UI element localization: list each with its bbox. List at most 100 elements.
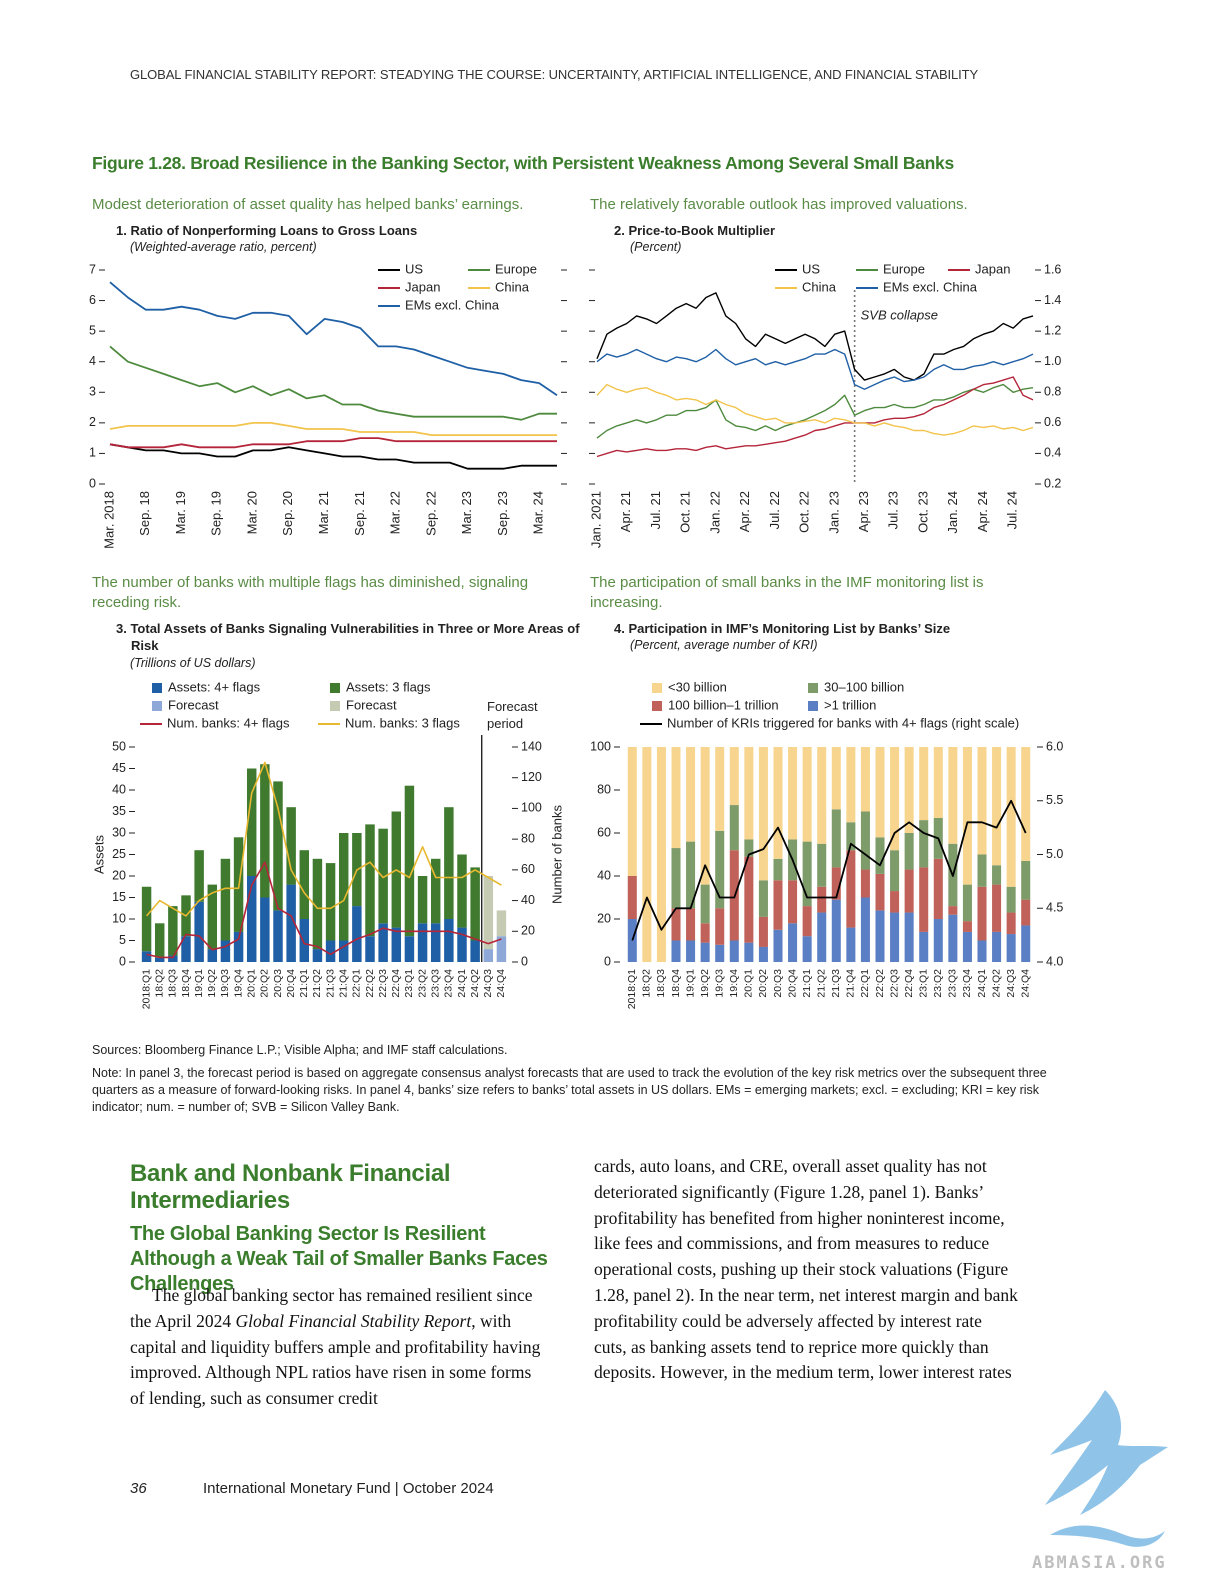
x-tick-label: Oct. 22 bbox=[797, 491, 812, 533]
bar bbox=[948, 747, 958, 844]
x-tick-label: Apr. 21 bbox=[618, 491, 633, 532]
x-tick-label: 22:Q4 bbox=[903, 969, 915, 998]
y-tick-label: 40 bbox=[112, 782, 126, 796]
x-tick-label: 2018:Q1 bbox=[140, 969, 152, 1009]
line-series bbox=[596, 348, 1034, 390]
bar bbox=[642, 747, 652, 962]
y-tick-label: 20 bbox=[112, 868, 126, 882]
y2-tick-label: 20 bbox=[521, 924, 535, 938]
bar bbox=[457, 927, 467, 962]
x-tick-label: 23:Q2 bbox=[932, 969, 944, 998]
y-tick-label: 100 bbox=[590, 739, 611, 753]
bar bbox=[977, 747, 987, 855]
bar bbox=[325, 863, 336, 941]
bar bbox=[962, 931, 972, 962]
bar bbox=[846, 850, 856, 928]
x-tick-label: 21:Q3 bbox=[324, 969, 336, 998]
bar bbox=[831, 809, 841, 868]
x-tick-label: 18:Q3 bbox=[167, 969, 179, 998]
bar bbox=[686, 940, 696, 962]
y-tick-label: 45 bbox=[112, 761, 126, 775]
panel-title: 3. Total Assets of Banks Signaling Vulne… bbox=[116, 621, 580, 653]
bar bbox=[744, 839, 754, 857]
panel-headline: The relatively favorable outlook has imp… bbox=[590, 196, 968, 213]
bar bbox=[846, 747, 856, 823]
legend-label: Japan bbox=[975, 261, 1010, 276]
bar bbox=[470, 940, 480, 962]
x-tick-label: 20:Q4 bbox=[786, 969, 798, 998]
running-header: GLOBAL FINANCIAL STABILITY REPORT: STEAD… bbox=[130, 67, 979, 82]
bar bbox=[260, 897, 270, 962]
x-tick-label: Mar. 21 bbox=[316, 491, 331, 534]
x-tick-label: 24:Q3 bbox=[1005, 969, 1017, 998]
x-tick-label: 22:Q4 bbox=[390, 969, 402, 998]
x-tick-label: Mar. 22 bbox=[388, 491, 403, 534]
x-tick-label: 22:Q2 bbox=[364, 969, 376, 998]
y2-tick-label: 100 bbox=[521, 801, 542, 815]
legend-label: Forecast bbox=[168, 697, 219, 712]
y-tick-label: 0.8 bbox=[1044, 385, 1061, 399]
x-tick-label: Apr. 22 bbox=[737, 491, 752, 532]
bar bbox=[802, 906, 812, 937]
bar bbox=[260, 764, 270, 898]
bar bbox=[744, 942, 754, 962]
panel-subtitle: (Trillions of US dollars) bbox=[130, 656, 256, 670]
y-tick-label: 10 bbox=[112, 911, 126, 925]
bar bbox=[168, 906, 178, 956]
x-tick-label: Mar. 19 bbox=[173, 491, 188, 534]
bar bbox=[831, 899, 841, 962]
bar bbox=[831, 867, 841, 900]
bar bbox=[933, 747, 943, 818]
legend-label: 30–100 billion bbox=[824, 679, 904, 694]
bar bbox=[141, 886, 152, 952]
y-tick-label: 30 bbox=[112, 825, 126, 839]
legend-swatch bbox=[330, 701, 340, 711]
panel-subtitle: (Weighted-average ratio, percent) bbox=[130, 240, 317, 254]
bar bbox=[875, 910, 885, 962]
legend-label: Forecast bbox=[346, 697, 397, 712]
x-tick-label: Sep. 18 bbox=[137, 491, 152, 536]
bar bbox=[715, 830, 725, 909]
legend-swatch bbox=[152, 683, 162, 693]
bar bbox=[758, 916, 768, 947]
x-tick-label: 24:Q2 bbox=[469, 969, 481, 998]
bar bbox=[904, 747, 914, 833]
bar bbox=[1006, 747, 1016, 887]
line-series bbox=[109, 443, 557, 470]
bar bbox=[860, 869, 870, 898]
bar bbox=[430, 923, 441, 962]
bar bbox=[933, 858, 943, 919]
y-tick-label: 60 bbox=[597, 825, 611, 839]
legend-label: Number of KRIs triggered for banks with … bbox=[667, 715, 1019, 730]
bar bbox=[773, 858, 783, 881]
bar bbox=[788, 747, 798, 840]
legend-label: Assets: 4+ flags bbox=[168, 679, 261, 694]
x-tick-label: 23:Q2 bbox=[416, 969, 428, 998]
bar bbox=[286, 807, 296, 885]
x-tick-label: 20:Q3 bbox=[272, 969, 284, 998]
bar bbox=[860, 897, 870, 962]
section-heading: Bank and Nonbank Financial Intermediarie… bbox=[130, 1160, 451, 1214]
x-tick-label: Apr. 24 bbox=[975, 491, 990, 532]
bar bbox=[890, 747, 900, 851]
legend-swatch bbox=[808, 701, 818, 711]
legend-label: Europe bbox=[883, 261, 925, 276]
bar bbox=[729, 805, 739, 851]
bar bbox=[181, 936, 191, 962]
bar bbox=[627, 747, 637, 876]
bar bbox=[904, 869, 914, 913]
legend-swatch bbox=[808, 683, 818, 693]
y-tick-label: 5 bbox=[89, 323, 96, 337]
x-tick-label: 18:Q2 bbox=[153, 969, 165, 998]
bar bbox=[457, 854, 467, 928]
x-tick-label: Sep. 21 bbox=[352, 491, 367, 536]
bar bbox=[700, 942, 710, 962]
legend-swatch bbox=[652, 701, 662, 711]
bar bbox=[286, 884, 296, 962]
y-tick-label: 5 bbox=[119, 933, 126, 947]
bar bbox=[1006, 886, 1016, 913]
watermark-logo bbox=[1045, 1390, 1168, 1515]
panel-title: 1. Ratio of Nonperforming Loans to Gross… bbox=[116, 223, 418, 238]
y-tick-label: 1.2 bbox=[1044, 323, 1061, 337]
section-subheading: The Global Banking Sector Is Resilient A… bbox=[130, 1223, 548, 1295]
